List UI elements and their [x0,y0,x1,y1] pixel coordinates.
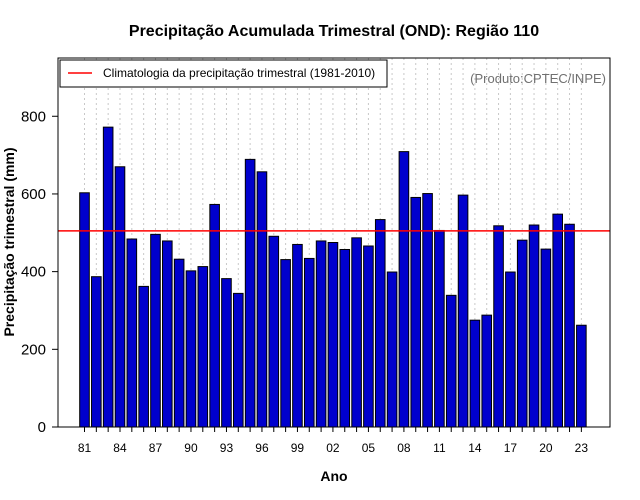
x-tick-label: 93 [220,441,234,455]
bar-1988 [162,240,173,428]
bar-1997 [268,235,280,428]
source-note: (Produto:CPTEC/INPE) [470,71,606,86]
x-tick-label: 87 [149,441,163,455]
bar-2021 [552,213,564,428]
bar-2014 [469,319,481,428]
y-tick-label: 600 [21,186,46,203]
y-axis: 0 200 400 600 800 [21,108,58,436]
bar-2015 [481,314,493,428]
x-tick-label: 20 [539,441,553,455]
y-tick-label: 0 [38,419,46,436]
bar-1995 [244,158,256,428]
x-tick-label: 11 [433,441,446,455]
x-tick-label: 23 [575,441,589,455]
y-tick-label: 800 [21,108,46,125]
x-axis: 81 84 87 90 93 96 99 02 05 08 11 14 17 20 23 [78,427,589,455]
x-axis-label: Ano [320,468,347,484]
bar-2017 [505,271,516,428]
bar-1998 [280,259,291,428]
legend-box [59,59,388,88]
bar-2001 [315,240,327,428]
bar-2012 [445,294,457,428]
x-tick-label: 05 [362,441,376,455]
bars-group [79,126,587,428]
x-tick-label: 99 [291,441,305,455]
bar-1983 [102,126,114,428]
bar-2005 [363,245,374,428]
bar-2011 [434,229,445,428]
bar-2022 [564,223,575,428]
bar-2016 [493,225,504,428]
x-tick-label: 96 [255,441,269,455]
x-tick-label: 90 [184,441,198,455]
bar-1981 [79,192,90,428]
bar-1992 [209,203,220,428]
bar-1985 [126,238,138,428]
bar-2003 [339,248,351,428]
bar-1982 [91,276,102,428]
chart-title: Precipitação Acumulada Trimestral (OND):… [129,23,539,40]
bar-1984 [114,166,126,428]
x-tick-label: 84 [113,441,127,455]
x-tick-label: 81 [78,441,92,455]
grid-lines [84,58,582,427]
y-tick-label: 400 [21,264,46,281]
bar-1986 [138,285,149,428]
legend: Climatologia da precipitação trimestral … [59,59,388,88]
bar-1990 [185,270,197,428]
x-tick-label: 08 [397,441,411,455]
bar-2002 [327,242,339,428]
bar-2007 [386,271,398,428]
y-axis-label: Precipitação trimestral (mm) [1,147,17,336]
bar-1991 [197,266,209,428]
bar-1987 [150,233,161,428]
y-tick-label: 200 [21,341,46,358]
bar-2023 [576,324,587,428]
x-tick-label: 14 [468,441,482,455]
bar-1993 [221,278,232,428]
bar-2006 [374,219,386,428]
x-tick-label: 02 [326,441,340,455]
bar-2020 [540,248,552,428]
bar-2010 [422,193,433,428]
bar-1989 [173,258,185,428]
bar-2019 [528,224,540,428]
bar-1999 [292,243,303,428]
bar-1994 [232,292,244,428]
bar-2008 [398,151,410,428]
bar-2000 [303,257,315,428]
bar-2009 [410,196,422,428]
bar-2018 [516,239,528,428]
bar-2004 [351,237,362,428]
bar-1996 [256,171,268,428]
legend-label: Climatologia da precipitação trimestral … [103,66,375,80]
bar-2013 [457,194,469,428]
plot-frame [57,57,611,428]
x-tick-label: 17 [504,441,518,455]
